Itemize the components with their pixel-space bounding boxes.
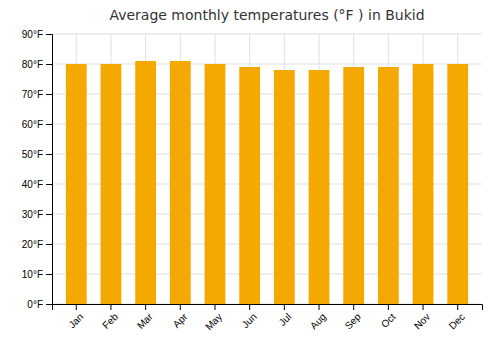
tick: May bbox=[203, 304, 224, 332]
tick: 30°F bbox=[22, 209, 52, 220]
bar bbox=[205, 64, 226, 304]
y-axis: 0°F 10°F 20°F 30°F 40°F 50°F 60°F 70°F 80°F 90°F bbox=[22, 29, 53, 310]
tick-mark bbox=[110, 304, 111, 310]
tick-mark bbox=[46, 124, 52, 125]
tick: 50°F bbox=[22, 149, 52, 160]
tick-label: Jan bbox=[66, 311, 85, 330]
grid-line bbox=[52, 34, 482, 35]
tick: 10°F bbox=[22, 269, 52, 280]
tick-label: 0°F bbox=[27, 299, 43, 310]
tick-mark bbox=[46, 304, 52, 305]
tick-mark bbox=[353, 304, 354, 310]
tick: 60°F bbox=[22, 119, 52, 130]
tick-mark bbox=[46, 34, 52, 35]
bar bbox=[274, 70, 295, 304]
tick-label: 40°F bbox=[22, 179, 43, 190]
tick-label: 90°F bbox=[22, 29, 43, 40]
tick: 20°F bbox=[22, 239, 52, 250]
tick-label: 60°F bbox=[22, 119, 43, 130]
tick-mark bbox=[249, 304, 250, 310]
tick-mark bbox=[388, 304, 389, 310]
tick-mark bbox=[46, 94, 52, 95]
tick: 90°F bbox=[22, 29, 52, 40]
tick-mark bbox=[46, 154, 52, 155]
tick-label: 30°F bbox=[22, 209, 43, 220]
tick: Dec bbox=[447, 304, 467, 331]
bar bbox=[66, 64, 87, 304]
tick-label: Sep bbox=[343, 311, 364, 332]
bar bbox=[309, 70, 330, 304]
tick-mark bbox=[180, 304, 181, 310]
tick: Jun bbox=[240, 304, 259, 330]
tick-mark bbox=[284, 304, 285, 310]
grid bbox=[52, 34, 482, 304]
tick-label: Aug bbox=[308, 311, 328, 331]
tick-label: 70°F bbox=[22, 89, 43, 100]
tick: Jan bbox=[66, 304, 85, 330]
tick: Aug bbox=[308, 304, 328, 331]
bar bbox=[343, 67, 364, 304]
bar bbox=[135, 61, 156, 304]
tick: 70°F bbox=[22, 89, 52, 100]
tick: Feb bbox=[100, 304, 120, 331]
tick-mark bbox=[214, 304, 215, 310]
x-axis: Jan Feb Mar Apr May Jun Jul Aug Sep Oct Nov Dec bbox=[53, 304, 483, 332]
axis-line bbox=[46, 35, 53, 305]
tick-label: 80°F bbox=[22, 59, 43, 70]
tick-mark bbox=[319, 304, 320, 310]
tick: Sep bbox=[343, 304, 364, 331]
tick-label: 50°F bbox=[22, 149, 43, 160]
tick-mark bbox=[145, 304, 146, 310]
tick-label: 10°F bbox=[22, 269, 43, 280]
chart: Jan Feb Mar Apr May Jun Jul Aug Sep Oct Nov Dec 0°F 1… bbox=[0, 0, 500, 350]
plot: Jan Feb Mar Apr May Jun Jul Aug Sep Oct Nov Dec 0°F 1… bbox=[22, 29, 483, 333]
tick-mark bbox=[46, 244, 52, 245]
axis-line bbox=[53, 305, 483, 311]
tick-mark bbox=[423, 304, 424, 310]
tick-mark bbox=[76, 304, 77, 310]
tick-mark bbox=[46, 184, 52, 185]
tick-label: Nov bbox=[412, 311, 432, 331]
title: Average monthly temperatures (°F ) in Bu… bbox=[109, 7, 424, 23]
tick-mark bbox=[46, 214, 52, 215]
tick-label: Dec bbox=[447, 311, 467, 331]
tick: 0°F bbox=[27, 299, 52, 310]
tick: Oct bbox=[379, 304, 398, 330]
tick: Jul bbox=[277, 304, 294, 328]
tick: Nov bbox=[412, 304, 432, 331]
tick-label: Apr bbox=[171, 311, 190, 330]
tick: Apr bbox=[171, 304, 190, 330]
tick-label: Oct bbox=[379, 311, 398, 330]
bar bbox=[101, 64, 122, 304]
tick-label: Jun bbox=[240, 311, 259, 330]
bar bbox=[378, 67, 399, 304]
tick-mark bbox=[46, 274, 52, 275]
tick-label: Mar bbox=[135, 311, 155, 331]
bar bbox=[413, 64, 434, 304]
tick: 40°F bbox=[22, 179, 52, 190]
tick-label: Feb bbox=[100, 311, 120, 331]
tick-label: May bbox=[203, 311, 224, 332]
tick: 80°F bbox=[22, 59, 52, 70]
tick-mark bbox=[46, 64, 52, 65]
tick-label: Jul bbox=[277, 311, 294, 328]
tick-mark bbox=[457, 304, 458, 310]
tick: Mar bbox=[135, 304, 155, 331]
tick-label: 20°F bbox=[22, 239, 43, 250]
bar bbox=[170, 61, 191, 304]
bars bbox=[66, 61, 468, 304]
bar bbox=[447, 64, 468, 304]
bar bbox=[239, 67, 260, 304]
